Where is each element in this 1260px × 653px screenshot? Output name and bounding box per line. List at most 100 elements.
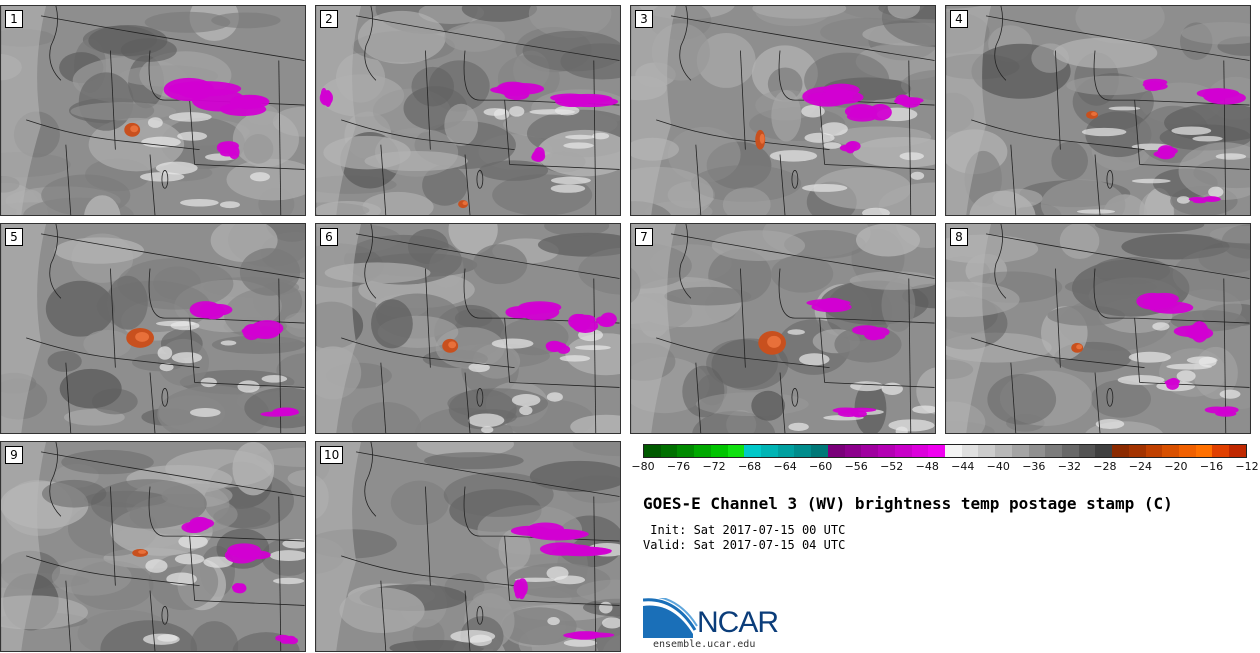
- colorbar-swatch: [1212, 445, 1230, 457]
- colorbar-swatch: [727, 445, 745, 457]
- wv-texture: [243, 133, 274, 164]
- init-time: Init: Sat 2017-07-15 00 UTC: [643, 523, 846, 537]
- cold-cloud-region: [1201, 197, 1222, 202]
- wv-texture: [664, 286, 752, 306]
- wv-texture: [1181, 22, 1250, 45]
- colorbar-tick-label: −20: [1164, 460, 1188, 473]
- colorbar-tick-label: −64: [773, 460, 797, 473]
- cold-cloud-region: [514, 586, 522, 599]
- wv-texture: [91, 388, 138, 415]
- wv-map: [316, 6, 620, 215]
- wv-texture: [461, 6, 538, 22]
- wv-texture: [364, 151, 468, 172]
- cold-cloud-region: [504, 89, 530, 101]
- wv-texture: [443, 472, 554, 517]
- colorbar-swatch: [961, 445, 979, 457]
- wv-texture: [1209, 225, 1250, 244]
- state-boundaries: [26, 224, 305, 433]
- wv-texture: [424, 452, 524, 470]
- wv-texture: [107, 275, 148, 330]
- wv-texture: [528, 6, 612, 38]
- cold-cloud-region: [1153, 150, 1172, 158]
- cold-cloud-region: [1204, 406, 1229, 414]
- wv-map: [1, 224, 305, 433]
- cold-cloud-region: [816, 299, 845, 310]
- member-label: 5: [5, 228, 23, 246]
- member-label: 6: [320, 228, 338, 246]
- cold-cloud-region: [229, 94, 270, 109]
- wv-texture: [576, 579, 620, 603]
- wv-texture: [120, 38, 177, 62]
- wv-map: [946, 6, 1250, 215]
- member-panel-9: 9: [0, 441, 306, 652]
- wv-texture: [1090, 379, 1151, 418]
- wv-texture: [771, 90, 802, 142]
- member-panel-7: 7: [630, 223, 936, 434]
- wv-map: [316, 442, 620, 651]
- member-label: 1: [5, 10, 23, 28]
- wv-texture: [479, 160, 549, 181]
- colorbar-swatch: [827, 445, 845, 457]
- cold-cloud-region: [527, 528, 589, 540]
- wv-texture: [752, 6, 847, 19]
- wv-texture: [54, 237, 145, 264]
- state-boundaries: [26, 6, 305, 215]
- colorbar-tick-label: −16: [1199, 460, 1224, 473]
- wv-texture: [536, 129, 620, 177]
- cold-cloud-region: [552, 546, 612, 555]
- member-label: 4: [950, 10, 968, 28]
- colorbar-swatch: [944, 445, 962, 457]
- cold-cloud-region: [216, 141, 231, 154]
- wv-map: [1, 442, 305, 651]
- wv-texture: [987, 373, 1057, 425]
- cold-cloud-region: [241, 326, 272, 336]
- cold-cloud-region: [820, 90, 864, 105]
- wv-texture: [61, 449, 154, 475]
- cold-cloud-region: [1142, 81, 1165, 89]
- colorbar-swatch: [1028, 445, 1046, 457]
- wv-texture: [522, 30, 620, 72]
- member-panel-4: 4: [945, 5, 1251, 216]
- cold-cloud-region: [846, 141, 857, 151]
- wv-texture: [59, 368, 122, 409]
- wv-map: [1, 6, 305, 215]
- wv-texture: [529, 460, 620, 492]
- member-panel-8: 8: [945, 223, 1251, 434]
- cold-cloud-region: [869, 327, 890, 337]
- wv-texture: [1066, 75, 1156, 96]
- wv-texture: [537, 232, 620, 257]
- wv-texture: [351, 402, 421, 433]
- wv-texture: [771, 255, 834, 293]
- colorbar-swatch: [761, 445, 778, 457]
- colorbar-swatch: [744, 445, 762, 457]
- wv-texture: [1121, 233, 1230, 260]
- state-boundaries: [971, 6, 1250, 215]
- wv-texture: [70, 102, 177, 121]
- wv-texture: [357, 10, 446, 64]
- colorbar-swatch: [844, 445, 862, 457]
- colorbar-tick-label: −60: [809, 460, 833, 473]
- colorbar-tick-label: −68: [737, 460, 762, 473]
- wv-texture: [239, 248, 301, 296]
- colorbar-swatch: [794, 445, 812, 457]
- wv-texture: [783, 230, 866, 259]
- wv-texture: [1139, 191, 1175, 215]
- wv-map: [631, 6, 935, 215]
- member-panel-2: 2: [315, 5, 621, 216]
- cold-cloud-region: [319, 90, 333, 106]
- cold-cloud-region: [1166, 380, 1179, 390]
- wv-texture: [572, 442, 620, 457]
- colorbar-tick-label: −24: [1128, 460, 1153, 473]
- wv-texture: [1075, 6, 1165, 44]
- wv-texture: [47, 350, 82, 372]
- colorbar-tick-label: −56: [844, 460, 868, 473]
- colorbar-tick-label: −44: [951, 460, 975, 473]
- colorbar-swatch: [878, 445, 895, 457]
- wv-texture: [190, 621, 239, 651]
- member-panel-5: 5: [0, 223, 306, 434]
- colorbar-tick-label: −48: [915, 460, 939, 473]
- wv-texture: [565, 333, 620, 376]
- wv-texture: [971, 43, 1071, 99]
- cold-cloud-region: [227, 543, 261, 558]
- cold-cloud-region: [280, 639, 291, 644]
